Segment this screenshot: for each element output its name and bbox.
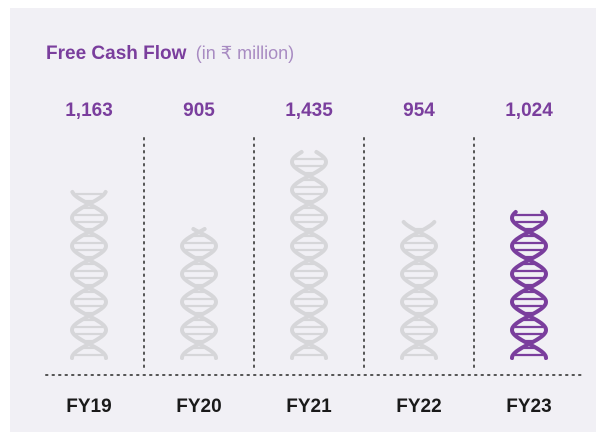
dna-icon [399,220,439,360]
dna-strand [509,210,549,360]
value-label: 905 [183,100,215,121]
x-tick-label: FY21 [286,396,332,417]
chart-title: Free Cash Flow (in ₹ million) [46,43,294,64]
dna-strand [509,210,549,360]
x-tick-label: FY20 [176,396,221,417]
dna-icon [179,227,219,360]
dna-strand [69,190,109,360]
dna-strand [399,220,439,360]
title: Free Cash Flow [46,43,187,64]
dna-icon [509,210,549,360]
dna-strand [289,150,329,360]
dna-strand [289,150,329,360]
x-tick-label: FY23 [506,396,551,417]
value-label: 1,435 [285,100,333,121]
dna-strand [69,190,109,360]
x-tick-label: FY22 [396,396,441,417]
subtitle: (in ₹ million) [196,43,294,63]
dna-icon [289,150,329,360]
dna-strand [179,227,219,360]
value-label: 954 [403,100,435,121]
dna-strand [399,220,439,360]
x-tick-label: FY19 [66,396,111,417]
value-label: 1,024 [505,100,553,121]
card-background [10,8,596,432]
dna-icon [69,190,109,360]
dna-strand [179,227,219,360]
value-label: 1,163 [65,100,113,121]
